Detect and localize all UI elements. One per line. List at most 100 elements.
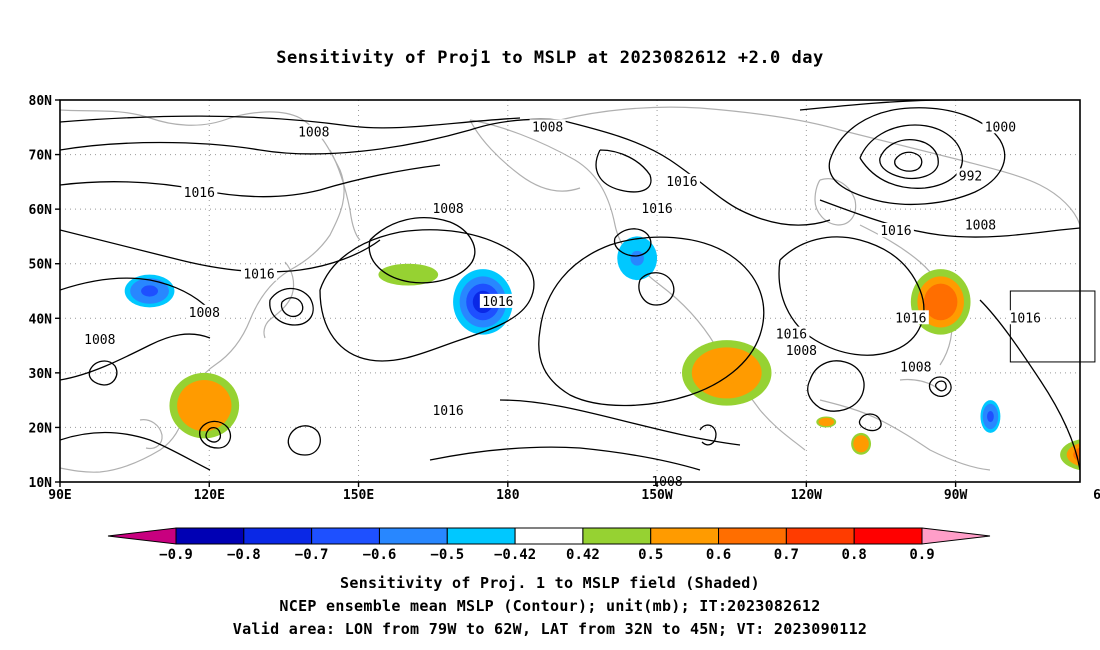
contour-label: 1008 (432, 202, 463, 217)
lat-tick-label: 80N (29, 94, 53, 109)
caption-line-3: Valid area: LON from 79W to 62W, LAT fro… (232, 620, 868, 638)
sensitivity-shading (124, 236, 1080, 471)
lon-tick-label: 150W (641, 488, 672, 503)
contour-label: 1016 (776, 328, 807, 343)
lat-tick-label: 50N (29, 258, 53, 273)
colorbar-box (311, 527, 380, 545)
sensitivity-patch (930, 290, 951, 314)
lon-tick-label: 120E (194, 488, 225, 503)
colorbar-label: −0.42 (494, 547, 536, 563)
valid-area-rect (1009, 290, 1096, 363)
sensitivity-patch (1079, 453, 1080, 456)
contour-label: 1000 (985, 120, 1016, 135)
colorbar-box (175, 527, 245, 545)
colorbar-box (650, 527, 720, 545)
contour-label: 1016 (895, 311, 926, 326)
contour-label-bg (663, 173, 700, 188)
lon-tick-label: 60W (1093, 488, 1100, 503)
colorbar-box (243, 527, 313, 545)
sensitivity-patch (398, 270, 419, 279)
contour-label: 1008 (965, 219, 996, 234)
contour-label: 1016 (666, 175, 697, 190)
contour-label-bg (529, 119, 566, 134)
contour-label: 1008 (532, 120, 563, 135)
lat-lon-grid (60, 100, 1080, 482)
contour-label: 1016 (880, 224, 911, 239)
sensitivity-patch (192, 394, 217, 417)
contour-label: 1008 (298, 126, 329, 141)
contour-label-bg (186, 304, 223, 319)
contour-label-bg (892, 310, 929, 325)
colorbar-label: −0.8 (227, 547, 261, 563)
colorbar-label: 0.9 (909, 547, 934, 563)
contour-label-bg (962, 217, 999, 232)
contour-label-bg (181, 184, 218, 199)
axis-ticks: 90E 120E 150E 180 150W 120W 90W 60W 80N 70N 60N 50N… (29, 94, 1100, 503)
colorbar-label: 0.5 (638, 547, 663, 563)
sensitivity-patch (987, 410, 994, 423)
colorbar-label: 0.8 (842, 547, 867, 563)
colorbar-high-triangle (921, 527, 991, 545)
lat-tick-label: 70N (29, 149, 53, 164)
sensitivity-patch (822, 420, 830, 424)
contour-label-bg (241, 266, 278, 281)
contour-label: 1016 (641, 202, 672, 217)
colorbar-label: −0.6 (363, 547, 397, 563)
lat-tick-label: 10N (29, 476, 53, 491)
colorbar-box (582, 527, 652, 545)
colorbar-box (853, 527, 923, 545)
lon-tick-label: 90E (48, 488, 71, 503)
contour-label-bg (783, 343, 820, 358)
contour-label-bg (956, 168, 985, 183)
contour-label-bg (773, 326, 810, 341)
contour-label: 1008 (84, 333, 115, 348)
colorbar-box (514, 527, 584, 545)
lon-tick-label: 120W (791, 488, 822, 503)
contour-label-bg (649, 474, 686, 488)
contour-label-bg (81, 332, 118, 347)
chart-title: Sensitivity of Proj1 to MSLP at 20230826… (276, 48, 824, 68)
contour-label: 1008 (900, 360, 931, 375)
lon-tick-label: 150E (343, 488, 374, 503)
colorbar-low-triangle (107, 527, 177, 545)
contour-label: 1016 (243, 268, 274, 283)
colorbar-label: 0.42 (566, 547, 600, 563)
valid-area-box (1009, 290, 1096, 363)
contour-label-bg (1007, 310, 1044, 325)
colorbar-label: −0.5 (430, 547, 464, 563)
colorbar-box (446, 527, 516, 545)
sensitivity-patch (857, 440, 865, 448)
contour-label-bg (295, 124, 332, 139)
colorbar-box (785, 527, 855, 545)
sensitivity-patch (141, 285, 159, 297)
lon-tick-label: 90W (944, 488, 968, 503)
lon-tick-label: 180 (496, 488, 520, 503)
lat-tick-label: 40N (29, 312, 53, 327)
colorbar-label: −0.9 (159, 547, 193, 563)
lat-tick-label: 30N (29, 367, 53, 382)
colorbar-box (718, 527, 787, 545)
contour-label-bg (479, 293, 516, 308)
lat-tick-label: 20N (29, 421, 53, 436)
contour-label: 1016 (184, 186, 215, 201)
contour-label-bg (982, 119, 1019, 134)
sensitivity-patch (630, 250, 644, 266)
colorbar-label: −0.7 (295, 547, 329, 563)
contour-label-bg (897, 359, 934, 374)
colorbar-label: 0.7 (774, 547, 799, 563)
map-frame (59, 99, 1081, 483)
contour-label: 1008 (189, 306, 220, 321)
caption-line-2: NCEP ensemble mean MSLP (Contour); unit(… (279, 597, 821, 615)
contour-label: 1016 (432, 404, 463, 419)
contour-label: 1016 (482, 295, 513, 310)
colorbar-box (378, 527, 448, 545)
contour-label: 992 (959, 169, 982, 184)
contour-label-bg (877, 222, 914, 237)
caption-line-1: Sensitivity of Proj. 1 to MSLP field (Sh… (340, 574, 760, 592)
colorbar: −0.9 −0.8 −0.7 −0.6 −0.5 −0.42 0.42 0.5 0.6 0.7 0.… (107, 527, 991, 563)
lat-tick-label: 60N (29, 203, 53, 218)
contour-label: 1008 (786, 344, 817, 359)
colorbar-label: 0.6 (706, 547, 731, 563)
